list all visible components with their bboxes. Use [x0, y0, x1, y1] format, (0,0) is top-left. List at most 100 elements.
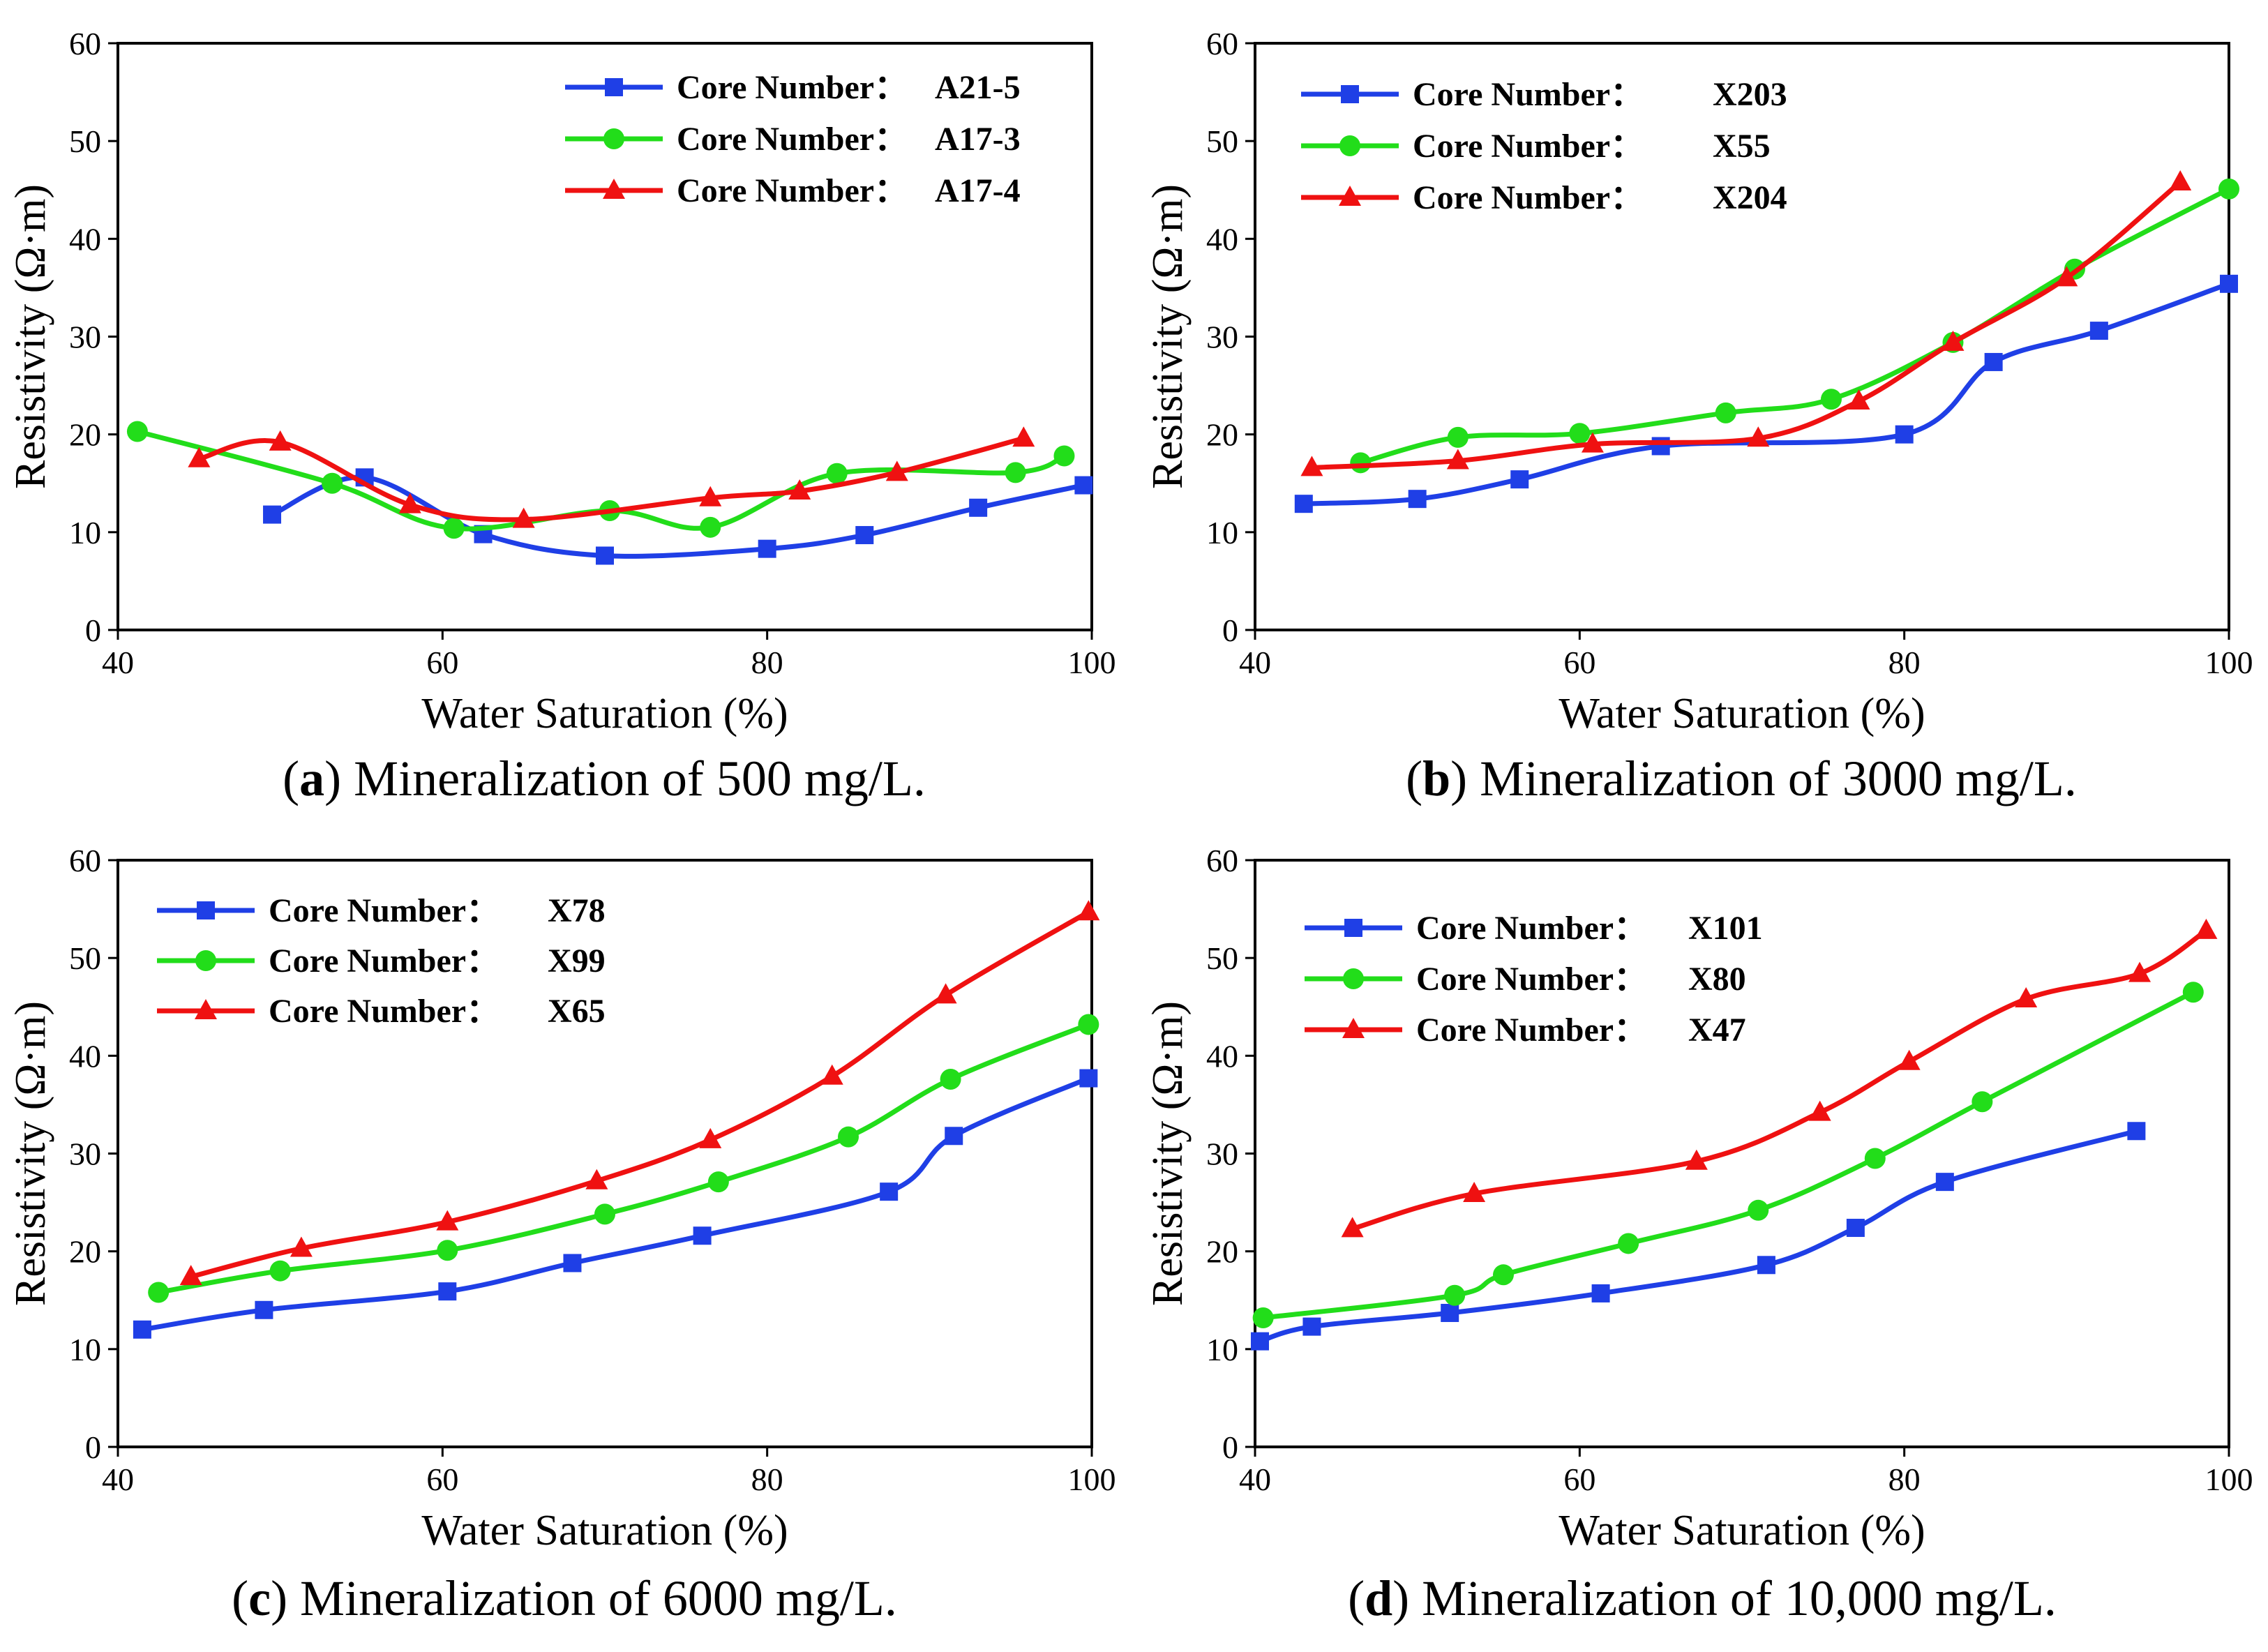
data-point: [1895, 425, 1914, 444]
series-A17-4: [188, 426, 1035, 528]
legend-marker: [195, 950, 216, 971]
data-point: [1820, 389, 1842, 410]
legend-series-id: X47: [1688, 1012, 1746, 1049]
data-point: [788, 479, 811, 500]
data-point: [1569, 423, 1591, 444]
legend-label: Core Number：: [269, 892, 500, 929]
panel-caption: (d) Mineralization of 10,000 mg/L.: [1348, 1570, 2057, 1626]
x-tick-label: 60: [1563, 645, 1595, 680]
series-X203: [1294, 274, 2238, 513]
legend-series-id: A17-3: [935, 121, 1021, 158]
data-point: [969, 498, 988, 517]
series-line: [1309, 179, 2183, 470]
y-tick-label: 20: [1206, 1234, 1238, 1270]
y-tick-label: 20: [1206, 417, 1238, 453]
y-axis-label: Resistivity (Ω·m): [7, 184, 54, 489]
data-point: [1715, 402, 1736, 423]
y-tick-label: 10: [69, 1332, 101, 1367]
legend-label: Core Number：: [677, 172, 908, 209]
data-point: [1748, 1199, 1769, 1221]
series-line: [196, 435, 1026, 523]
data-point: [1492, 1264, 1514, 1286]
x-axis-label: Water Saturation (%): [421, 1507, 788, 1554]
data-point: [699, 1127, 722, 1148]
data-point: [398, 493, 421, 513]
data-point: [1847, 389, 1870, 410]
legend-series-id: X65: [548, 993, 606, 1030]
legend-series-id: X203: [1713, 76, 1787, 113]
data-point: [700, 516, 721, 538]
legend: Core Number： X203 Core Number： X55 Core Numb…: [1301, 76, 1787, 216]
data-point: [1618, 1233, 1639, 1254]
series-line: [1301, 281, 2232, 506]
legend-series-id: X101: [1688, 910, 1763, 947]
y-tick-label: 60: [69, 26, 101, 61]
data-point: [1651, 437, 1670, 456]
data-point: [1341, 1217, 1364, 1238]
legend-series-id: X55: [1713, 128, 1771, 165]
x-tick-label: 100: [1068, 645, 1116, 680]
series-X101: [1250, 1122, 2146, 1351]
y-tick-label: 0: [1222, 613, 1238, 648]
legend: Core Number： A21-5 Core Number： A17-3 Core N…: [565, 69, 1021, 209]
data-point: [1078, 1014, 1099, 1035]
y-tick-label: 20: [69, 1234, 101, 1270]
data-point: [2220, 274, 2238, 293]
y-tick-label: 30: [1206, 320, 1238, 355]
data-point: [940, 1068, 961, 1090]
data-point: [2127, 1122, 2146, 1141]
series-X80: [1252, 982, 2204, 1328]
x-axis-label: Water Saturation (%): [1559, 690, 1925, 737]
x-tick-label: 60: [426, 1462, 458, 1497]
x-axis-label: Water Saturation (%): [1559, 1507, 1925, 1554]
data-point: [1250, 1332, 1269, 1351]
data-point: [1300, 456, 1323, 476]
data-point: [1942, 330, 1965, 351]
data-point: [2089, 322, 2108, 340]
legend-marker: [1343, 968, 1364, 989]
data-point: [1463, 1181, 1486, 1202]
data-point: [2195, 918, 2218, 939]
x-tick-label: 80: [1888, 1462, 1921, 1497]
data-point: [436, 1210, 459, 1231]
data-point: [269, 1260, 291, 1282]
data-point: [1005, 462, 1026, 483]
data-point: [1808, 1100, 1831, 1121]
x-tick-label: 80: [751, 645, 783, 680]
data-point: [945, 1127, 963, 1146]
y-tick-label: 0: [85, 1429, 101, 1465]
legend-series-id: A17-4: [935, 172, 1021, 209]
data-point: [179, 1265, 202, 1286]
data-point: [1441, 1303, 1459, 1322]
data-point: [188, 446, 211, 467]
legend-marker: [603, 128, 624, 149]
data-point: [1591, 1284, 1610, 1302]
legend-label: Core Number：: [269, 943, 500, 979]
legend-series-id: A21-5: [935, 69, 1021, 106]
x-tick-label: 80: [751, 1462, 783, 1497]
legend-label: Core Number：: [677, 69, 908, 106]
data-point: [2169, 170, 2192, 191]
y-tick-label: 60: [1206, 843, 1238, 878]
data-point: [1074, 476, 1093, 495]
y-tick-label: 40: [69, 221, 101, 257]
data-point: [1252, 1307, 1274, 1328]
data-point: [1898, 1049, 1921, 1070]
data-point: [1077, 900, 1100, 921]
data-point: [1444, 1284, 1466, 1306]
x-tick-label: 40: [1239, 1462, 1271, 1497]
data-point: [1447, 426, 1469, 448]
y-tick-label: 30: [69, 320, 101, 355]
data-point: [1757, 1256, 1775, 1275]
data-point: [1972, 1091, 1993, 1113]
data-point: [1350, 452, 1372, 474]
legend-marker: [1342, 1018, 1365, 1038]
x-tick-label: 100: [1068, 1462, 1116, 1497]
data-point: [826, 463, 848, 484]
data-point: [693, 1226, 712, 1245]
legend-label: Core Number：: [677, 121, 908, 158]
y-tick-label: 40: [69, 1038, 101, 1074]
series-line: [140, 1076, 1091, 1332]
data-point: [758, 539, 776, 558]
panel-caption: (b) Mineralization of 3000 mg/L.: [1406, 751, 2077, 806]
